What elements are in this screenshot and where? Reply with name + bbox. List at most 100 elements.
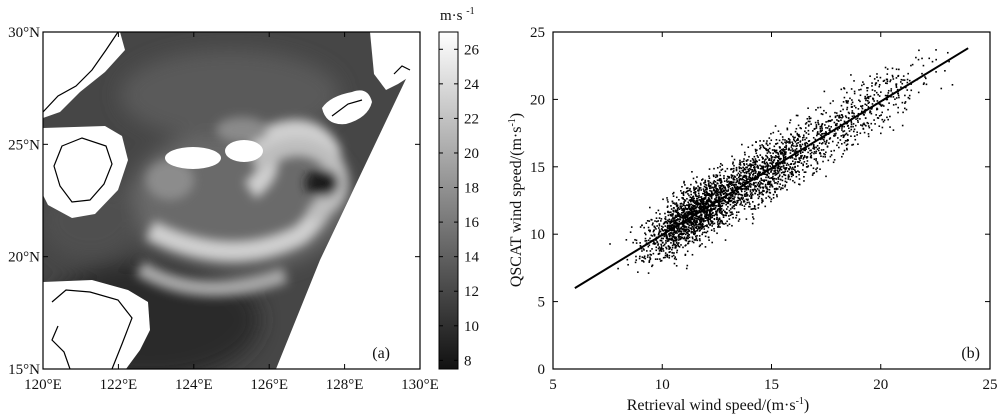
scatter-point	[725, 203, 728, 206]
scatter-point	[726, 201, 729, 203]
scatter-point	[790, 149, 792, 152]
scatter-point	[730, 195, 732, 197]
scatter-point	[866, 87, 868, 89]
scatter-point	[707, 203, 710, 206]
scatter-point	[863, 123, 866, 126]
scatter-point	[789, 141, 791, 143]
scatter-point	[728, 223, 731, 226]
scatter-point	[864, 117, 867, 120]
scatter-point	[778, 155, 780, 158]
scatter-point	[852, 125, 854, 128]
scatter-point	[711, 186, 714, 189]
scatter-point	[737, 196, 739, 199]
scatter-point	[746, 194, 749, 197]
scatter-point	[745, 187, 747, 189]
scatter-point	[677, 243, 679, 246]
scatter-point	[701, 225, 704, 228]
scatter-point	[820, 149, 823, 151]
scatter-point	[727, 206, 729, 208]
scatter-point	[677, 213, 680, 215]
scatter-point	[836, 114, 839, 117]
scatter-point	[783, 146, 786, 148]
scatter-point	[767, 183, 770, 186]
scatter-point	[819, 151, 821, 154]
scatter-point	[710, 217, 712, 219]
scatter-point	[775, 143, 778, 145]
scatter-point	[729, 208, 732, 210]
scatter-point	[658, 250, 661, 252]
scatter-point	[850, 128, 853, 131]
scatter-point	[698, 199, 701, 201]
scatter-point	[710, 190, 713, 192]
scatter-point	[668, 224, 671, 227]
scatter-point	[739, 199, 741, 201]
scatter-point	[721, 191, 723, 194]
scatter-point	[799, 127, 802, 129]
scatter-point	[846, 91, 848, 94]
scatter-point	[706, 188, 708, 191]
scatter-point	[863, 83, 865, 86]
scatter-point	[890, 90, 892, 92]
scatter-point	[832, 161, 835, 164]
scatter-point	[688, 221, 691, 224]
scatter-point	[703, 209, 705, 212]
scatter-point	[717, 226, 719, 228]
scatter-point	[681, 205, 683, 207]
scatter-point	[745, 179, 748, 182]
scatter-point	[774, 125, 777, 127]
scatter-point	[675, 265, 678, 267]
scatter-point	[765, 165, 767, 167]
scatter-point	[721, 200, 724, 202]
scatter-point	[824, 133, 827, 135]
scatter-point	[732, 216, 734, 219]
scatter-point	[718, 200, 721, 203]
scatter-point	[765, 142, 768, 144]
scatter-point	[715, 187, 717, 190]
scatter-point	[707, 218, 710, 221]
scatter-point	[714, 198, 717, 200]
scatter-point	[646, 219, 649, 222]
scatter-point	[890, 88, 893, 90]
scatter-point	[825, 131, 827, 133]
scatter-point	[682, 217, 684, 219]
scatter-point	[803, 149, 805, 151]
scatter-point	[699, 199, 702, 202]
scatter-point	[709, 210, 712, 212]
scatter-point	[672, 209, 675, 212]
scatter-point	[843, 120, 846, 123]
scatter-point	[784, 184, 787, 186]
scatter-point	[696, 198, 699, 200]
scatter-point	[760, 182, 763, 185]
scatter-point	[743, 205, 746, 207]
scatter-point	[710, 197, 713, 200]
scatter-point	[706, 230, 709, 233]
scatter-point	[669, 238, 672, 241]
scatter-point	[823, 90, 826, 93]
scatter-point	[751, 158, 754, 160]
scatter-point	[682, 209, 685, 211]
scatter-point	[782, 138, 784, 141]
scatter-point	[721, 204, 724, 207]
scatter-point	[675, 210, 678, 212]
scatter-point	[805, 137, 808, 139]
kyushu-land	[370, 32, 420, 90]
map-y-tick-label: 15°N	[8, 362, 40, 378]
scatter-point	[799, 159, 801, 162]
scatter-point	[700, 216, 703, 219]
scatter-point	[687, 211, 689, 213]
scatter-point	[784, 162, 786, 164]
scatter-point	[726, 211, 728, 214]
scatter-point	[674, 203, 676, 205]
scatter-point	[712, 175, 715, 177]
scatter-point	[750, 194, 753, 197]
scatter-point	[833, 121, 836, 124]
scatter-point	[819, 129, 822, 132]
scatter-point	[741, 177, 744, 180]
scatter-point	[917, 58, 920, 61]
scatter-point	[718, 203, 721, 206]
scatter-point	[691, 240, 694, 243]
scatter-point	[693, 230, 695, 232]
scatter-point	[850, 121, 853, 124]
scatter-point	[809, 152, 812, 155]
scatter-point	[834, 124, 837, 127]
